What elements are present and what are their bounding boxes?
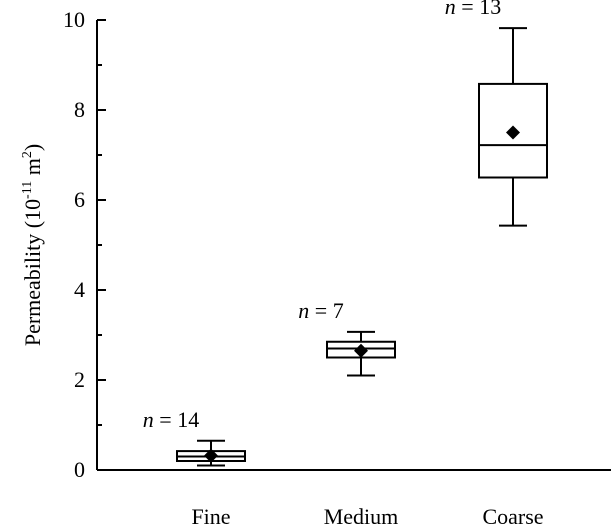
- mean-marker-medium: [354, 343, 368, 358]
- n-label-value-medium: = 7: [309, 298, 343, 323]
- y-tick-label-0: 0: [74, 457, 85, 482]
- mean-marker-fine: [204, 448, 218, 463]
- n-label-coarse: n = 13: [445, 0, 501, 19]
- x-tick-label-coarse: Coarse: [482, 504, 543, 529]
- n-label-value-coarse: = 13: [456, 0, 501, 19]
- n-label-var-medium: n: [298, 298, 309, 323]
- n-label-medium: n = 7: [298, 298, 343, 323]
- mean-marker-coarse: [506, 125, 520, 140]
- x-tick-label-medium: Medium: [324, 504, 399, 529]
- y-tick-label-6: 6: [74, 187, 85, 212]
- y-axis-label-unit: m: [20, 158, 45, 181]
- y-axis-label-exponent: -11: [20, 181, 35, 199]
- y-tick-label-8: 8: [74, 97, 85, 122]
- y-tick-label-4: 4: [74, 277, 85, 302]
- y-axis-label-close: ): [20, 144, 45, 151]
- n-label-var-coarse: n: [445, 0, 456, 19]
- n-label-value-fine: = 14: [154, 407, 199, 432]
- y-axis-label-main: Permeability (10: [20, 199, 45, 346]
- box-coarse: [478, 82, 548, 179]
- y-axis-label: Permeability (10-11 m2): [20, 144, 45, 346]
- boxes: n = 14n = 7n = 13: [143, 0, 548, 467]
- n-label-var-fine: n: [143, 407, 154, 432]
- axes: 0 2 4 6 8 10 Fine Medium Coarse: [63, 7, 611, 529]
- x-tick-label-fine: Fine: [191, 504, 230, 529]
- y-tick-label-10: 10: [63, 7, 85, 32]
- n-label-fine: n = 14: [143, 407, 199, 432]
- y-axis-label-unit-exponent: 2: [20, 151, 35, 158]
- y-tick-label-2: 2: [74, 367, 85, 392]
